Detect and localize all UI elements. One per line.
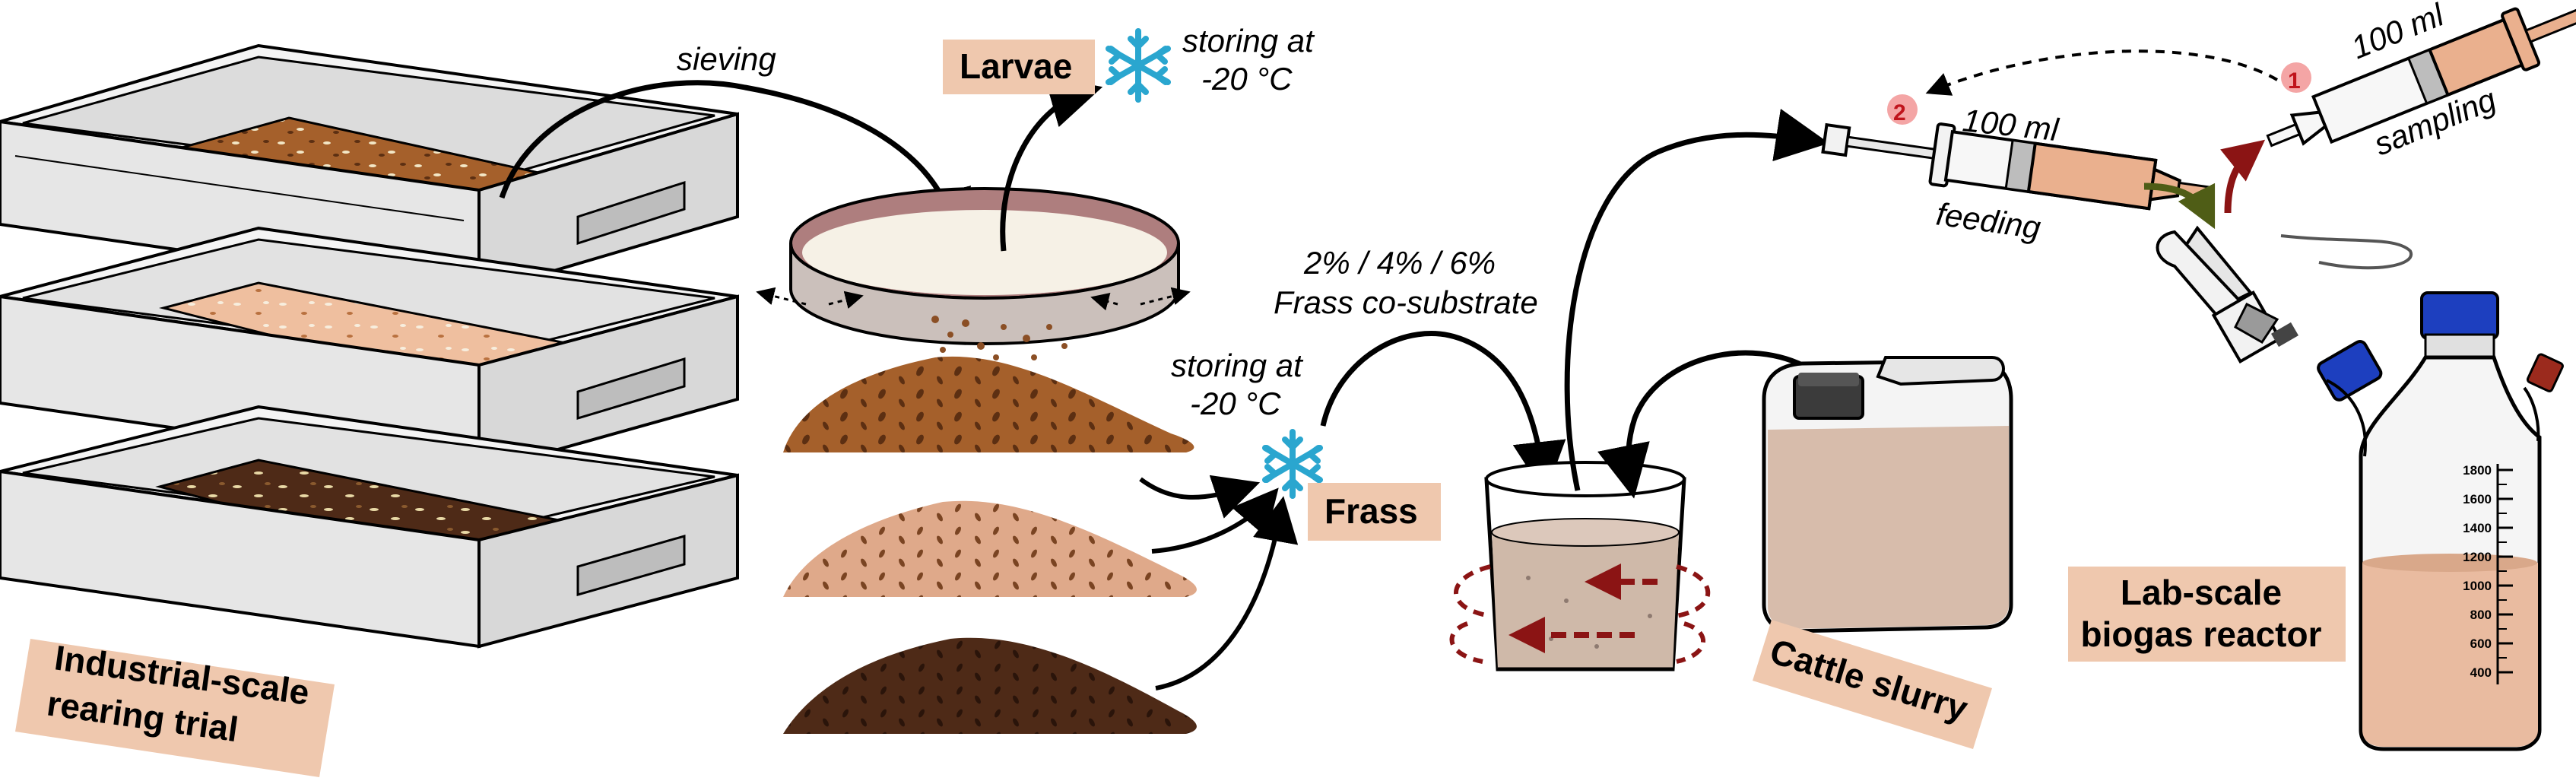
pile2-arrow — [1151, 487, 1279, 554]
crate-middle — [0, 226, 739, 474]
sampling-syringe — [2266, 6, 2576, 148]
storing-top-line1: storing at — [1182, 23, 1315, 59]
crate-stack — [0, 43, 739, 649]
pile1-arrow — [1139, 475, 1261, 519]
frass-pile-light — [783, 500, 1197, 597]
sample-from-reactor-arrow — [2220, 139, 2266, 214]
feeding-label: feeding — [1934, 195, 2043, 246]
falling-particles — [928, 316, 1068, 368]
reactor-label-line1: Lab-scale — [2121, 573, 2282, 612]
sieve — [756, 187, 1191, 345]
frass-pile-brown — [783, 356, 1194, 452]
sieving-label: sieving — [677, 41, 776, 77]
frass-pile-dark — [783, 637, 1197, 734]
return-dashed-arrow — [1925, 49, 2279, 96]
frass-label: Frass — [1308, 483, 1441, 541]
scale-tick-label: 600 — [2470, 637, 2492, 651]
larvae-label: Larvae — [943, 40, 1095, 94]
feed-into-reactor-arrow — [2143, 183, 2216, 230]
step-2-badge: 2 — [1887, 94, 1918, 125]
frass-label-text: Frass — [1324, 491, 1418, 531]
storing-mid-line1: storing at — [1171, 348, 1304, 383]
cattle-slurry-label: Cattle slurry — [1753, 620, 1992, 749]
larvae-label-text: Larvae — [960, 46, 1072, 86]
scale-tick-label: 1600 — [2463, 492, 2492, 506]
step-1-badge: 1 — [2281, 62, 2311, 94]
step-1-text: 1 — [2288, 68, 2301, 94]
sieving-arrow — [499, 80, 972, 244]
scale-tick-label: 1200 — [2463, 550, 2492, 564]
crate-top — [0, 43, 739, 295]
mixing-beaker — [1449, 461, 1711, 671]
snowflake-icon-mid — [1262, 429, 1323, 499]
scale-tick-label: 1800 — [2463, 463, 2492, 478]
reactor-label-line2: biogas reactor — [2081, 614, 2322, 654]
biogas-reactor: 1800 1600 1400 1200 1000 800 600 400 — [2156, 225, 2564, 751]
step-2-text: 2 — [1893, 100, 1906, 125]
beaker-to-syringe-arrow — [1564, 108, 1829, 491]
storing-top-line2: -20 °C — [1201, 61, 1293, 97]
snowflake-icon — [1106, 28, 1171, 103]
industrial-scale-label: Industrial-scale rearing trial — [15, 637, 335, 777]
scale-tick-label: 1400 — [2463, 521, 2492, 535]
pile3-arrow — [1155, 496, 1299, 691]
bottle-scale: 1800 1600 1400 1200 1000 800 600 400 — [2463, 463, 2513, 680]
percent-label: 2% / 4% / 6% — [1303, 245, 1496, 281]
slurry-to-beaker-arrow — [1597, 350, 1811, 499]
scale-tick-label: 1000 — [2463, 579, 2492, 593]
frass-to-beaker-arrow — [1320, 331, 1566, 495]
scale-tick-label: 800 — [2470, 608, 2492, 622]
co-substrate-label: Frass co-substrate — [1274, 284, 1538, 320]
biogas-reactor-label: Lab-scale biogas reactor — [2068, 567, 2346, 662]
cattle-slurry-canister — [1762, 356, 2013, 633]
storing-mid-line2: -20 °C — [1190, 386, 1281, 421]
larvae-arrow — [1000, 75, 1103, 252]
crate-bottom — [0, 405, 739, 649]
scale-tick-label: 400 — [2470, 665, 2492, 680]
